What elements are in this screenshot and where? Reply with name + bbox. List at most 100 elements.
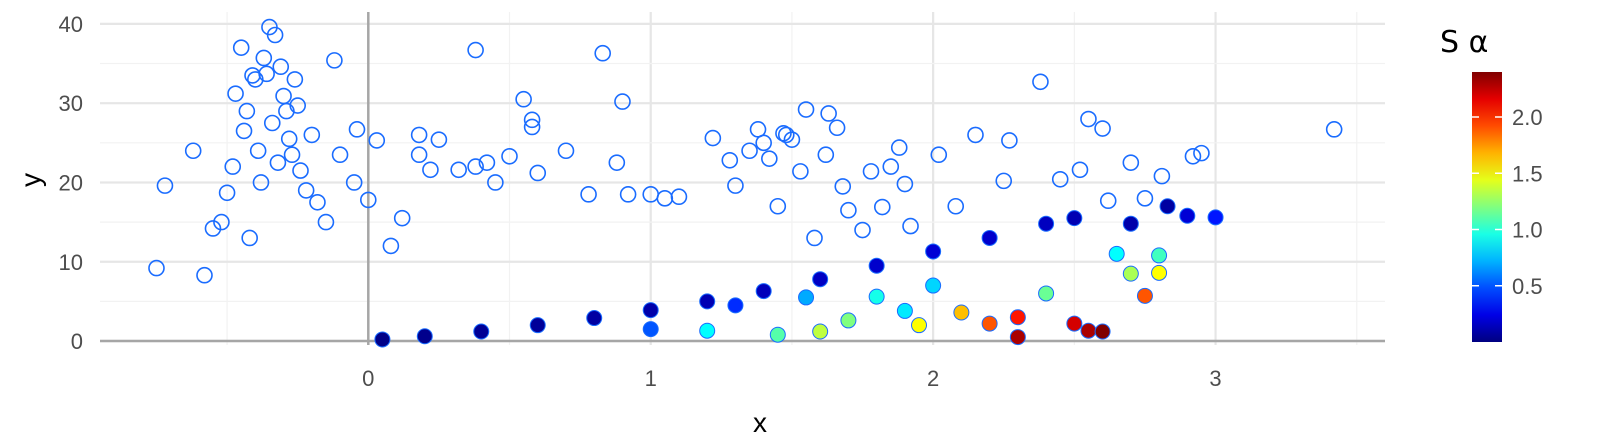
data-point-open xyxy=(450,161,467,179)
x-tick-label: 3 xyxy=(1209,366,1221,391)
data-point-open xyxy=(1032,73,1049,91)
data-point-filled xyxy=(925,243,942,260)
data-point-open xyxy=(292,162,309,179)
data-point-filled xyxy=(1122,265,1139,282)
y-axis-title: y xyxy=(15,173,46,187)
data-point-filled xyxy=(642,321,659,338)
data-point-filled xyxy=(416,328,433,345)
data-point-open xyxy=(478,154,496,171)
data-point-filled xyxy=(1179,207,1196,224)
data-point-open xyxy=(777,126,795,144)
data-point-open xyxy=(1094,120,1111,137)
data-point-open xyxy=(283,146,301,164)
data-point-open xyxy=(467,158,484,175)
colorbar-ticks: 0.5 1.0 1.5 2.0 xyxy=(1472,105,1543,299)
data-point-open xyxy=(614,93,631,110)
data-point-filled xyxy=(981,229,998,246)
colorbar-tick-label: 2.0 xyxy=(1512,105,1543,130)
data-point-open xyxy=(410,126,428,144)
data-point-filled xyxy=(1066,315,1083,332)
data-point-open xyxy=(331,146,349,164)
data-point-open xyxy=(1099,192,1117,209)
data-point-open xyxy=(1153,167,1171,185)
data-point-open xyxy=(286,71,304,88)
y-tick-labels: 0 10 20 30 40 xyxy=(59,12,83,354)
data-point-open xyxy=(430,131,448,148)
data-point-open xyxy=(148,259,165,277)
y-tick-label: 10 xyxy=(59,250,83,275)
data-point-open xyxy=(529,164,547,182)
data-point-filled xyxy=(1122,215,1139,232)
data-point-open xyxy=(275,87,292,105)
data-point-open xyxy=(820,105,837,122)
data-point-filled xyxy=(840,312,857,329)
data-point-open xyxy=(828,119,846,137)
data-point-open xyxy=(326,52,343,69)
data-point-open xyxy=(241,229,258,247)
data-point-filled xyxy=(1038,215,1055,232)
data-point-open xyxy=(232,39,250,56)
data-point-open xyxy=(594,44,612,62)
x-tick-labels: 0 1 2 3 xyxy=(362,366,1222,391)
data-point-filled xyxy=(1108,245,1125,262)
data-point-filled xyxy=(1207,209,1224,226)
x-axis-title: x xyxy=(753,407,767,438)
data-point-open xyxy=(523,111,541,129)
data-point-open xyxy=(1193,144,1210,162)
data-point-open xyxy=(854,221,871,239)
data-point-open xyxy=(580,186,597,203)
data-point-filled xyxy=(981,315,998,332)
data-point-open xyxy=(947,197,965,215)
data-point-open xyxy=(368,132,386,149)
data-point-filled xyxy=(925,277,942,294)
colorbar-tick-label: 0.5 xyxy=(1512,274,1543,299)
data-point-open xyxy=(382,237,400,255)
data-point-filled xyxy=(755,283,772,300)
data-point-filled xyxy=(699,322,716,339)
data-point-open xyxy=(309,193,326,211)
data-point-filled xyxy=(642,302,659,319)
data-point-open xyxy=(995,172,1013,190)
data-point-open xyxy=(266,26,284,44)
data-point-filled xyxy=(812,271,829,288)
plot-panel xyxy=(100,12,1385,348)
data-point-open xyxy=(619,186,637,203)
data-point-open xyxy=(783,131,801,148)
data-point-open xyxy=(252,174,270,191)
colorbar-legend: S α 0.5 1.0 1.5 2.0 xyxy=(1440,25,1543,342)
data-point-open xyxy=(184,142,202,160)
data-point-open xyxy=(280,130,298,148)
data-point-filled xyxy=(953,304,970,321)
data-point-filled xyxy=(1038,285,1055,302)
data-point-open xyxy=(1184,148,1202,165)
colorbar-tick-label: 1.0 xyxy=(1512,218,1543,243)
data-point-open xyxy=(467,41,484,59)
data-point-filled xyxy=(1080,322,1097,339)
data-point-open xyxy=(1325,121,1343,138)
data-point-filled xyxy=(473,323,490,340)
data-point-open xyxy=(515,90,532,108)
data-point-filled xyxy=(699,293,716,310)
data-point-open xyxy=(721,151,739,169)
data-point-open xyxy=(775,125,792,142)
data-point-open xyxy=(345,174,363,191)
data-point-open xyxy=(1136,190,1154,207)
data-point-filled xyxy=(896,302,913,319)
data-point-open xyxy=(1080,110,1097,128)
data-point-open xyxy=(797,101,815,118)
y-tick-label: 20 xyxy=(59,170,83,195)
data-point-filled xyxy=(1151,264,1168,281)
data-point-open xyxy=(727,177,744,194)
data-point-filled xyxy=(812,323,829,340)
data-point-open xyxy=(608,154,626,171)
data-point-open xyxy=(557,142,575,160)
y-tick-label: 30 xyxy=(59,91,83,116)
data-point-open xyxy=(704,129,722,147)
data-point-open xyxy=(1051,170,1069,188)
data-point-filled xyxy=(868,288,885,305)
data-point-open xyxy=(422,161,439,179)
data-point-filled xyxy=(374,331,391,348)
data-point-open xyxy=(501,148,518,165)
data-point-filled xyxy=(868,257,885,274)
data-point-open xyxy=(204,220,222,237)
